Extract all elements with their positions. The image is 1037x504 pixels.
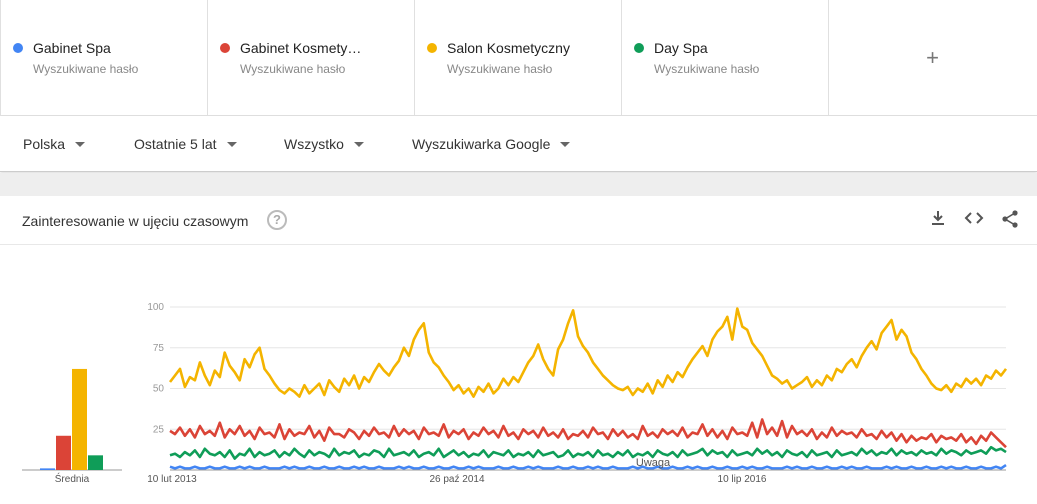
- term-color-dot: [634, 43, 644, 53]
- caret-down-icon: [560, 141, 571, 147]
- x-tick-label: 26 paź 2014: [429, 474, 484, 485]
- embed-icon[interactable]: [964, 210, 984, 231]
- caret-down-icon: [75, 141, 86, 147]
- term-row: Salon Kosmetyczny: [427, 40, 621, 56]
- term-name: Gabinet Spa: [33, 40, 111, 56]
- search-terms-bar: Gabinet Spa Wyszukiwane hasło Gabinet Ko…: [0, 0, 1037, 116]
- source-dropdown[interactable]: Wyszukiwarka Google: [412, 136, 571, 152]
- filter-bar: Polska Ostatnie 5 lat Wszystko Wyszukiwa…: [0, 116, 1037, 172]
- term-row: Gabinet Kosmetyczny: [220, 40, 414, 56]
- help-icon[interactable]: ?: [267, 210, 287, 230]
- term-card-day-spa[interactable]: Day Spa Wyszukiwane hasło: [621, 0, 828, 116]
- term-card-salon-kosmetyczny[interactable]: Salon Kosmetyczny Wyszukiwane hasło: [414, 0, 621, 116]
- term-card-gabinet-kosmetyczny[interactable]: Gabinet Kosmetyczny Wyszukiwane hasło: [207, 0, 414, 116]
- term-color-dot: [13, 43, 23, 53]
- term-name: Gabinet Kosmetyczny: [240, 40, 368, 56]
- region-label: Polska: [23, 136, 66, 152]
- region-dropdown[interactable]: Polska: [23, 136, 86, 152]
- term-row: Gabinet Spa: [13, 40, 207, 56]
- chart-annotation[interactable]: Uwaga: [636, 457, 671, 469]
- series-line[interactable]: [169, 464, 1007, 470]
- term-name: Salon Kosmetyczny: [447, 40, 570, 56]
- series-line[interactable]: [168, 307, 1008, 398]
- period-dropdown[interactable]: Ostatnie 5 lat: [134, 136, 237, 152]
- y-tick-label: 75: [153, 343, 165, 354]
- y-tick-label: 100: [147, 302, 164, 313]
- x-tick-label: 10 lip 2016: [718, 474, 767, 485]
- add-term-button[interactable]: +: [828, 0, 1036, 116]
- term-color-dot: [427, 43, 437, 53]
- term-subtitle: Wyszukiwane hasło: [447, 62, 553, 76]
- interest-over-time-card: Zainteresowanie w ujęciu czasowym ? Śred…: [0, 196, 1037, 504]
- average-bar[interactable]: [88, 455, 103, 470]
- card-header: Zainteresowanie w ujęciu czasowym ?: [0, 196, 1037, 245]
- source-label: Wyszukiwarka Google: [412, 136, 551, 152]
- average-bar[interactable]: [72, 368, 87, 470]
- caret-down-icon: [226, 141, 237, 147]
- category-dropdown[interactable]: Wszystko: [284, 136, 364, 152]
- term-card-gabinet-spa[interactable]: Gabinet Spa Wyszukiwane hasło: [0, 0, 207, 116]
- term-subtitle: Wyszukiwane hasło: [33, 62, 139, 76]
- term-subtitle: Wyszukiwane hasło: [654, 62, 760, 76]
- series-line[interactable]: [169, 418, 1007, 449]
- term-row: Day Spa: [634, 40, 828, 56]
- plus-icon: +: [926, 45, 939, 70]
- average-bar[interactable]: [56, 435, 71, 470]
- caret-down-icon: [353, 141, 364, 147]
- term-subtitle: Wyszukiwane hasło: [240, 62, 346, 76]
- average-bar-chart: Średnia: [22, 368, 122, 485]
- term-name: Day Spa: [654, 40, 708, 56]
- card-title: Zainteresowanie w ujęciu czasowym: [22, 213, 249, 229]
- download-icon[interactable]: [930, 210, 946, 231]
- x-tick-label: 10 lut 2013: [147, 474, 197, 485]
- section-divider: [0, 173, 1037, 196]
- y-tick-label: 50: [153, 384, 165, 395]
- average-axis-label: Średnia: [55, 472, 90, 485]
- y-tick-label: 25: [153, 424, 165, 435]
- average-bar[interactable]: [40, 468, 55, 470]
- category-label: Wszystko: [284, 136, 344, 152]
- interest-line-chart[interactable]: 10 lut 2013 26 paź 2014 10 lip 2016 100 …: [140, 302, 1020, 504]
- term-color-dot: [220, 43, 230, 53]
- share-icon[interactable]: [1001, 210, 1019, 233]
- period-label: Ostatnie 5 lat: [134, 136, 217, 152]
- series-line[interactable]: [169, 445, 1007, 460]
